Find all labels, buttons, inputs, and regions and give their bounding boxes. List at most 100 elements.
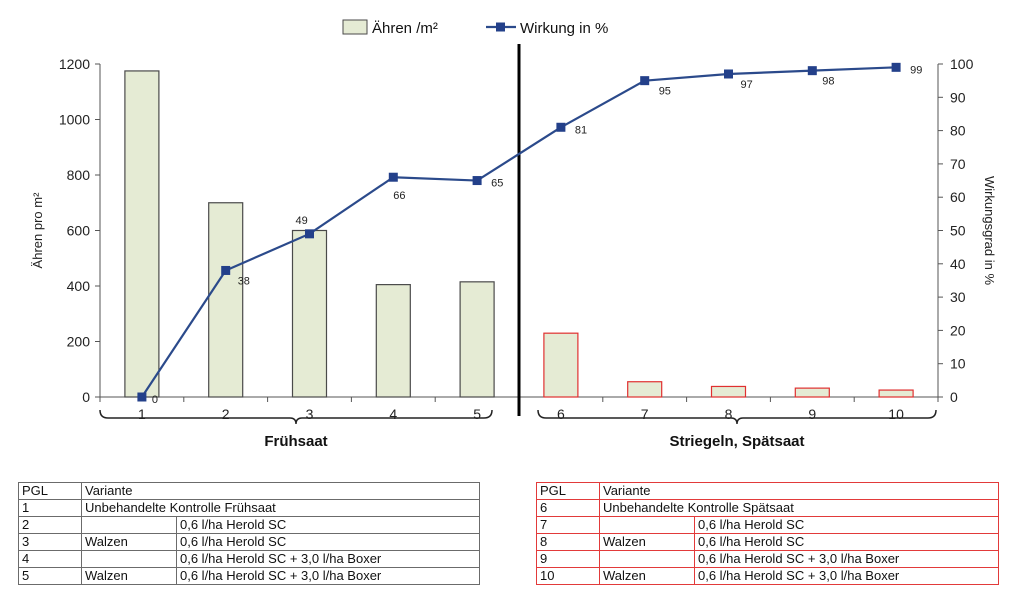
y-tick-label: 200 [67,334,91,350]
cell-pgl: 7 [536,516,600,534]
cell-pgl: 3 [18,533,82,551]
cell-treatment: 0,6 l/ha Herold SC + 3,0 l/ha Boxer [176,567,480,585]
bar [459,281,495,398]
table-row: 1 Unbehandelte Kontrolle Frühsaat [18,499,480,517]
wirkung-marker [305,229,314,239]
header-variante: Variante [599,482,999,500]
wirkung-line [140,66,897,398]
cell-pgl: 9 [536,550,600,568]
y2-tick-label: 70 [950,156,966,172]
cell-method [599,550,695,568]
legend-line-label: Wirkung in % [520,20,608,37]
group-label-fruehsaat: Frühsaat [264,433,327,450]
group-brace-fruehsaat [99,409,493,425]
cell-method: Walzen [599,567,695,585]
bar [375,284,411,398]
y2-axis-title: Wirkungsgrad in % [982,176,997,286]
y2-tick-label: 100 [950,56,974,72]
x-tick-label: 7 [641,406,649,422]
bar [543,332,579,398]
data-label: 49 [296,215,308,227]
x-tick-label: 9 [808,406,816,422]
cell-treatment: 0,6 l/ha Herold SC [694,533,999,551]
y2-tick-label: 30 [950,289,966,305]
cell-method [81,550,177,568]
cell-variante: Unbehandelte Kontrolle Spätsaat [599,499,999,517]
y-tick-label: 400 [67,278,91,294]
wirkung-marker [388,172,398,182]
y2-tick-label: 60 [950,189,966,205]
data-label: 99 [910,64,922,76]
x-tick-label: 8 [725,406,733,422]
table-row: 7 0,6 l/ha Herold SC [536,516,999,534]
cell-treatment: 0,6 l/ha Herold SC [176,533,480,551]
x-tick-label: 2 [222,406,230,422]
cell-pgl: 5 [18,567,82,585]
cell-pgl: 10 [536,567,600,585]
y2-tick-label: 80 [950,123,966,139]
legend-bar-swatch [342,19,368,35]
table-row: 8 Walzen 0,6 l/ha Herold SC [536,533,999,551]
wirkung-marker [556,122,566,132]
table-header-row: PGL Variante [18,482,480,500]
y-tick-label: 800 [67,167,91,183]
bar [878,389,914,398]
y-tick-label: 0 [82,389,90,405]
data-label: 65 [491,178,503,190]
cell-treatment: 0,6 l/ha Herold SC + 3,0 l/ha Boxer [176,550,480,568]
cell-treatment: 0,6 l/ha Herold SC [694,516,999,534]
header-pgl: PGL [18,482,82,500]
combo-chart: 0200400600800100012000102030405060708090… [30,19,997,450]
wirkung-marker [724,69,733,79]
wirkung-marker [472,176,482,186]
cell-method: Walzen [599,533,695,551]
cell-pgl: 2 [18,516,82,534]
y2-tick-label: 50 [950,223,966,239]
bar [208,202,244,398]
cell-method [81,516,177,534]
y2-tick-label: 90 [950,89,966,105]
wirkung-marker [221,265,231,275]
header-variante: Variante [81,482,480,500]
table-row: 3 Walzen 0,6 l/ha Herold SC [18,533,480,551]
cell-variante: Unbehandelte Kontrolle Frühsaat [81,499,480,517]
legend-bar-label: Ähren /m² [372,20,438,37]
cell-treatment: 0,6 l/ha Herold SC [176,516,480,534]
header-pgl: PGL [536,482,600,500]
y2-tick-label: 10 [950,356,966,372]
group-brace-spaetsaat [537,409,937,425]
x-tick-label: 1 [138,406,146,422]
data-label: 66 [393,190,405,202]
x-tick-label: 4 [389,406,397,422]
data-label: 81 [575,124,587,136]
legend-line-marker [496,22,505,32]
data-label: 95 [659,86,671,98]
wirkung-marker [137,392,147,402]
data-label: 0 [152,394,158,406]
table-header-row: PGL Variante [536,482,999,500]
cell-method [599,516,695,534]
cell-treatment: 0,6 l/ha Herold SC + 3,0 l/ha Boxer [694,550,999,568]
y2-tick-label: 40 [950,256,966,272]
wirkung-marker [891,62,901,72]
cell-method: Walzen [81,567,177,585]
x-tick-label: 3 [306,406,314,422]
variant-table-spaetsaat: PGL Variante 6 Unbehandelte Kontrolle Sp… [536,482,999,585]
cell-treatment: 0,6 l/ha Herold SC + 3,0 l/ha Boxer [694,567,999,585]
cell-pgl: 4 [18,550,82,568]
y-tick-label: 1200 [59,56,90,72]
y2-tick-label: 20 [950,322,966,338]
bar [124,70,160,398]
data-label: 38 [238,275,250,287]
x-tick-label: 6 [557,406,565,422]
table-row: 4 0,6 l/ha Herold SC + 3,0 l/ha Boxer [18,550,480,568]
cell-pgl: 6 [536,499,600,517]
bar [291,229,328,398]
variant-table-fruehsaat: PGL Variante 1 Unbehandelte Kontrolle Fr… [18,482,480,585]
table-row: 9 0,6 l/ha Herold SC + 3,0 l/ha Boxer [536,550,999,568]
data-label: 98 [822,76,834,88]
x-tick-label: 5 [473,406,481,422]
wirkung-marker [807,66,817,76]
bar [627,381,663,398]
cell-pgl: 1 [18,499,82,517]
